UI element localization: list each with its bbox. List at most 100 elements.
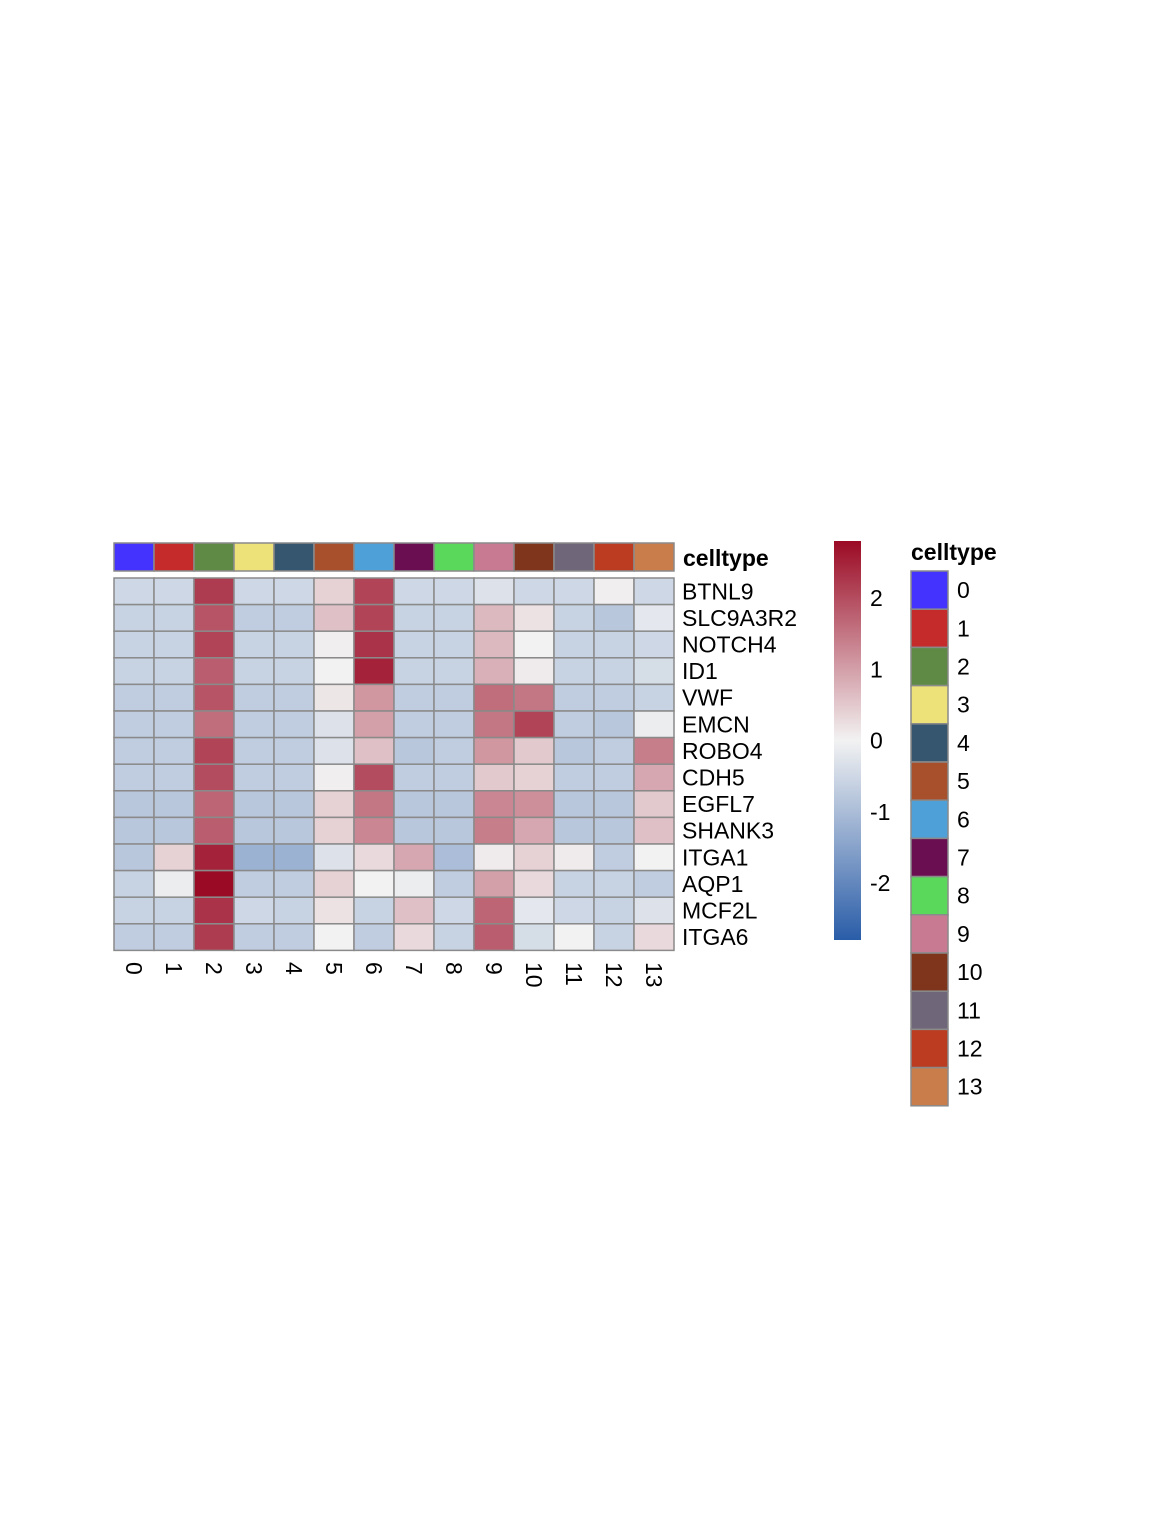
color-scale-tick-label: 1	[870, 656, 883, 682]
heatmap-cell	[273, 790, 315, 819]
heatmap-cell	[393, 843, 435, 872]
celltype-legend-label: 12	[957, 1036, 983, 1062]
heatmap-cell	[193, 657, 235, 686]
heatmap-cell	[113, 710, 155, 739]
heatmap-cell	[233, 816, 275, 845]
heatmap-cell	[153, 923, 195, 952]
heatmap-cell	[113, 577, 155, 606]
celltype-legend-label: 1	[957, 615, 970, 641]
heatmap-cell	[393, 657, 435, 686]
celltype-legend-swatch	[910, 875, 949, 916]
heatmap-cell	[513, 630, 555, 659]
heatmap-cell	[153, 790, 195, 819]
annotation-cell	[233, 542, 275, 572]
celltype-legend-swatch	[910, 837, 949, 878]
heatmap-cell	[633, 923, 675, 952]
heatmap-cell	[633, 683, 675, 712]
row-label: VWF	[682, 685, 733, 711]
heatmap-cell	[553, 843, 595, 872]
heatmap-cell	[433, 736, 475, 765]
celltype-legend-label: 7	[957, 845, 970, 871]
heatmap-cell	[593, 816, 635, 845]
heatmap-cell	[273, 869, 315, 898]
celltype-legend-swatch	[910, 799, 949, 840]
heatmap-cell	[433, 763, 475, 792]
heatmap-cell	[473, 736, 515, 765]
heatmap-cell	[313, 736, 355, 765]
heatmap-cell	[313, 923, 355, 952]
heatmap-cell	[233, 869, 275, 898]
heatmap-cell	[193, 896, 235, 925]
heatmap-cell	[513, 736, 555, 765]
heatmap-cell	[433, 657, 475, 686]
row-label: EGFL7	[682, 791, 755, 817]
heatmap-cell	[433, 923, 475, 952]
heatmap-cell	[593, 763, 635, 792]
heatmap-cell	[113, 923, 155, 952]
heatmap-cell	[433, 790, 475, 819]
heatmap-cell	[353, 710, 395, 739]
heatmap-cell	[393, 896, 435, 925]
heatmap-cell	[553, 763, 595, 792]
row-label: ITGA6	[682, 924, 748, 950]
heatmap-cell	[273, 630, 315, 659]
heatmap-cell	[593, 869, 635, 898]
celltype-legend-swatch	[910, 1066, 949, 1107]
heatmap-cell	[473, 923, 515, 952]
heatmap-cell	[353, 630, 395, 659]
heatmap-cell	[273, 816, 315, 845]
heatmap-cell	[473, 816, 515, 845]
heatmap-cell	[193, 683, 235, 712]
heatmap-cell	[193, 923, 235, 952]
column-label: 1	[161, 962, 187, 975]
heatmap-cell	[313, 763, 355, 792]
heatmap-cell	[553, 710, 595, 739]
celltype-legend-swatch	[910, 646, 949, 687]
heatmap-cell	[233, 683, 275, 712]
heatmap-cell	[513, 763, 555, 792]
color-scale-tick-label: 0	[870, 728, 883, 754]
heatmap-cell	[353, 577, 395, 606]
heatmap-cell	[553, 657, 595, 686]
heatmap-cell	[193, 603, 235, 632]
heatmap-cell	[553, 630, 595, 659]
celltype-legend-title: celltype	[911, 539, 997, 565]
celltype-legend-label: 0	[957, 577, 970, 603]
heatmap-cell	[233, 896, 275, 925]
heatmap-cell	[313, 896, 355, 925]
heatmap-cell	[273, 683, 315, 712]
heatmap-cell	[113, 630, 155, 659]
row-label: EMCN	[682, 711, 750, 737]
heatmap-cell	[593, 843, 635, 872]
celltype-legend-label: 5	[957, 768, 970, 794]
celltype-annotation-bar	[113, 542, 675, 572]
row-label: SLC9A3R2	[682, 605, 797, 631]
heatmap-cell	[553, 683, 595, 712]
heatmap-cell	[313, 710, 355, 739]
heatmap-cell	[193, 763, 235, 792]
heatmap-cell	[433, 843, 475, 872]
heatmap-cell	[153, 763, 195, 792]
row-label: AQP1	[682, 871, 743, 897]
annotation-cell	[633, 542, 675, 572]
heatmap-cell	[473, 843, 515, 872]
heatmap-cell	[313, 843, 355, 872]
heatmap-cell	[273, 603, 315, 632]
heatmap-cell	[353, 896, 395, 925]
heatmap-cell	[513, 816, 555, 845]
heatmap-cell	[153, 710, 195, 739]
heatmap-cell	[513, 896, 555, 925]
celltype-legend-swatch	[910, 990, 949, 1031]
heatmap-cell	[353, 816, 395, 845]
heatmap-cell	[553, 896, 595, 925]
color-scale-bar	[834, 541, 861, 940]
heatmap-cell	[513, 710, 555, 739]
heatmap-cell	[433, 869, 475, 898]
celltype-legend-label: 3	[957, 692, 970, 718]
column-label: 12	[601, 962, 627, 988]
annotation-cell	[513, 542, 555, 572]
heatmap-cell	[633, 763, 675, 792]
heatmap-cell	[513, 657, 555, 686]
row-label: ID1	[682, 658, 718, 684]
